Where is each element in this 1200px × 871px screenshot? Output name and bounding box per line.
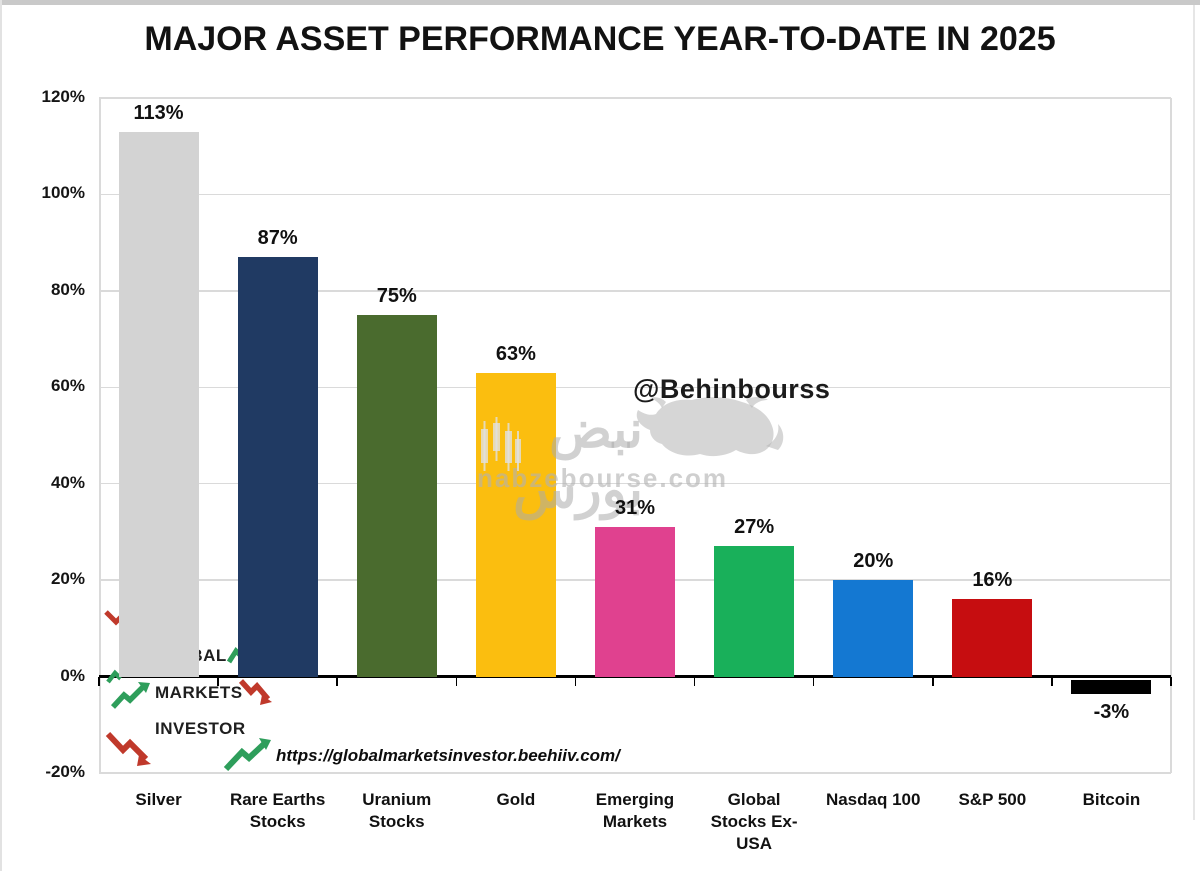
gridline <box>99 97 1171 99</box>
gridline <box>99 193 1171 196</box>
bar-value-label: 31% <box>614 497 656 520</box>
gridline <box>99 290 1171 292</box>
source-url: https://globalmarketsinvestor.beehiiv.co… <box>276 746 620 765</box>
category-label: Global Stocks Ex- USA <box>710 790 798 853</box>
bar-silver <box>118 131 199 677</box>
y-axis-tick-label: 40% <box>50 472 85 492</box>
category-label: Nasdaq 100 <box>825 790 921 809</box>
bar-gold <box>475 372 556 677</box>
category-label: Bitcoin <box>1082 790 1141 809</box>
red-down-arrow-icon <box>105 731 151 766</box>
frame-top-border <box>0 0 1200 5</box>
y-axis-tick-label: -20% <box>45 762 85 782</box>
red-down-arrow-icon <box>238 679 272 705</box>
watermark-handle: @Behinbourss <box>633 374 831 404</box>
green-up-arrow-icon <box>110 682 150 709</box>
axis-tick <box>812 676 815 686</box>
bar-value-label: 75% <box>376 284 417 307</box>
axis-tick <box>693 676 696 686</box>
page-title: MAJOR ASSET PERFORMANCE YEAR-TO-DATE IN … <box>144 20 1056 58</box>
watermark-site-name: نبض بورس <box>513 401 643 519</box>
y-axis-tick-label: 80% <box>50 279 85 299</box>
bull-icon <box>636 397 784 457</box>
gridline <box>99 386 1171 389</box>
y-axis-tick-label: 0% <box>60 665 85 685</box>
bar-value-label: 113% <box>133 101 184 124</box>
plot-border-left <box>99 98 101 773</box>
bar-bitcoin <box>1071 679 1152 695</box>
bar-rare-earths-stocks <box>237 257 318 677</box>
bar-value-label: 63% <box>495 342 536 365</box>
category-label: S&P 500 <box>958 790 1027 809</box>
axis-tick <box>1051 676 1053 686</box>
candlestick-icon <box>481 417 521 471</box>
bar-uranium-stocks <box>356 314 437 677</box>
axis-tick <box>98 676 100 686</box>
bar-global-stocks-ex-usa <box>714 546 795 677</box>
axis-tick <box>932 676 934 686</box>
bar-emerging-markets <box>595 527 675 677</box>
y-axis-tick-label: 120% <box>41 87 85 107</box>
category-label: Emerging Markets <box>595 790 675 831</box>
gridline <box>99 482 1171 485</box>
axis-tick <box>574 676 577 686</box>
axis-tick <box>1170 676 1172 686</box>
green-up-arrow-icon <box>223 738 271 772</box>
category-label: Silver <box>135 790 182 809</box>
bar-value-label: 20% <box>853 550 894 573</box>
bar-value-label: -3% <box>1093 701 1130 724</box>
category-label: Uranium Stocks <box>362 790 432 831</box>
bar-value-label: 16% <box>972 569 1013 592</box>
frame-left-border <box>0 0 2 871</box>
category-label: Rare Earths Stocks <box>229 790 326 831</box>
x-axis-line <box>99 675 1171 678</box>
bar-value-label: 27% <box>734 516 775 539</box>
axis-tick <box>336 676 338 686</box>
bar-s-p-500 <box>952 599 1033 677</box>
plot-border-right <box>1170 98 1172 773</box>
axis-tick <box>217 676 219 686</box>
gridline <box>99 772 1171 774</box>
logo-markets-label: MARKETS <box>155 683 243 702</box>
y-axis-tick-label: 60% <box>50 376 85 396</box>
y-axis-tick-label: 20% <box>50 569 85 589</box>
frame-right-border <box>1193 5 1195 820</box>
axis-tick <box>455 676 458 686</box>
bar-value-label: 87% <box>257 227 298 250</box>
logo-investor-label: INVESTOR <box>155 719 246 738</box>
category-label: Gold <box>496 790 536 809</box>
bar-nasdaq-100 <box>833 580 914 677</box>
y-axis-tick-label: 100% <box>41 183 85 203</box>
